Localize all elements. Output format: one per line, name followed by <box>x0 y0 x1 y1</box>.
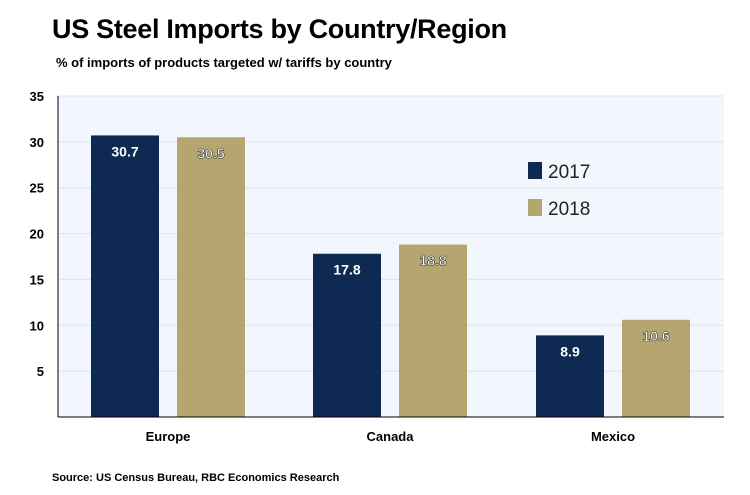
bar-mexico-2017 <box>536 335 604 417</box>
x-category-label: Europe <box>146 429 191 444</box>
plot-area <box>58 96 724 417</box>
legend-label-2018: 2018 <box>548 199 590 220</box>
data-label: 18.8 <box>419 253 446 269</box>
chart-title: US Steel Imports by Country/Region <box>52 14 507 44</box>
bar-mexico-2018 <box>622 319 690 417</box>
bar-europe-2017 <box>91 135 159 418</box>
data-label: 10.6 <box>642 328 669 344</box>
y-tick-label: 20 <box>30 227 44 242</box>
y-tick-label: 15 <box>30 272 44 287</box>
chart-subtitle: % of imports of products targeted w/ tar… <box>56 55 392 70</box>
x-category-label: Canada <box>367 429 415 444</box>
data-label: 30.5 <box>197 145 224 161</box>
bar-europe-2018 <box>177 137 245 417</box>
data-label: 30.7 <box>111 143 138 159</box>
y-tick-label: 25 <box>30 181 44 196</box>
y-tick-label: 5 <box>37 364 44 379</box>
legend-label-2017: 2017 <box>548 162 590 183</box>
y-tick-label: 35 <box>30 89 44 104</box>
legend-swatch-2017 <box>528 162 542 179</box>
data-label: 17.8 <box>333 262 360 278</box>
bar-canada-2018 <box>399 244 467 417</box>
x-category-label: Mexico <box>591 429 635 444</box>
data-label: 8.9 <box>560 343 580 359</box>
y-tick-label: 30 <box>30 135 44 150</box>
legend-swatch-2018 <box>528 199 542 216</box>
source-note: Source: US Census Bureau, RBC Economics … <box>52 472 340 484</box>
y-tick-label: 10 <box>30 318 44 333</box>
bar-canada-2017 <box>313 253 381 417</box>
